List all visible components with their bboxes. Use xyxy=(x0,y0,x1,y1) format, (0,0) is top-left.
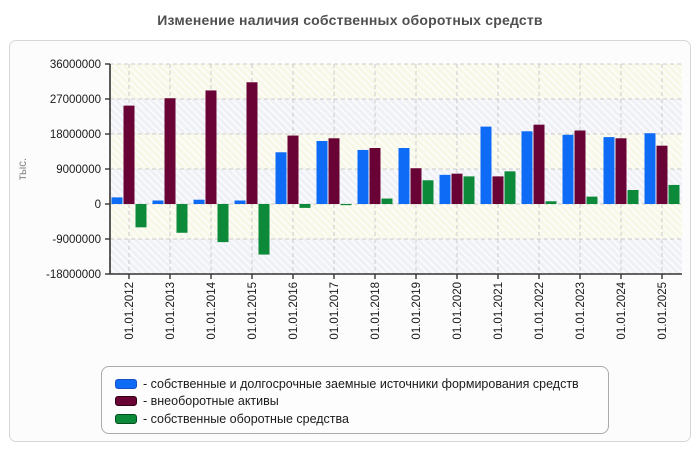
x-tick-label: 01.01.2021 xyxy=(493,282,505,340)
bar-01.01.2025-series-1 xyxy=(656,145,668,204)
x-tick-label: 01.01.2017 xyxy=(329,282,341,340)
bar-01.01.2025-series-0 xyxy=(644,133,656,204)
legend-item-0: - собственные и долгосрочные заемные ист… xyxy=(115,375,598,392)
bar-01.01.2019-series-1 xyxy=(410,168,422,204)
bar-01.01.2014-series-2 xyxy=(217,204,229,243)
bar-01.01.2020-series-2 xyxy=(463,176,475,204)
bar-01.01.2022-series-1 xyxy=(533,124,545,204)
bar-01.01.2017-series-0 xyxy=(316,141,328,204)
chart-legend: - собственные и долгосрочные заемные ист… xyxy=(101,366,609,434)
x-tick-label: 01.01.2018 xyxy=(370,282,382,340)
y-tick-label: 36000000 xyxy=(50,59,101,71)
bar-01.01.2012-series-2 xyxy=(135,204,147,228)
bar-01.01.2018-series-1 xyxy=(369,148,381,204)
bar-01.01.2017-series-1 xyxy=(328,138,340,204)
bar-01.01.2024-series-1 xyxy=(615,138,627,204)
x-tick-label: 01.01.2022 xyxy=(534,282,546,340)
legend-swatch-icon xyxy=(115,378,137,389)
bar-01.01.2021-series-2 xyxy=(504,171,516,204)
x-tick-label: 01.01.2016 xyxy=(288,282,300,340)
axis-labels: 36000000 27000000 18000000 9000000 0 -9000000… xyxy=(17,59,669,340)
bar-01.01.2019-series-2 xyxy=(422,180,434,204)
bar-01.01.2013-series-1 xyxy=(164,98,176,204)
legend-label: - внеоборотные активы xyxy=(143,394,279,408)
bars xyxy=(111,82,680,255)
bar-01.01.2015-series-2 xyxy=(258,204,270,255)
chart-panel: 36000000 27000000 18000000 9000000 0 -9000000… xyxy=(9,40,691,442)
x-tick-label: 01.01.2020 xyxy=(452,282,464,340)
bar-01.01.2016-series-2 xyxy=(299,204,311,208)
x-tick-label: 01.01.2023 xyxy=(575,282,587,340)
bar-01.01.2014-series-1 xyxy=(205,90,217,204)
bar-01.01.2025-series-2 xyxy=(668,184,680,204)
bar-01.01.2022-series-2 xyxy=(545,201,557,204)
bar-01.01.2016-series-1 xyxy=(287,135,299,204)
bar-01.01.2022-series-0 xyxy=(521,131,533,204)
x-tick-label: 01.01.2012 xyxy=(124,282,136,340)
legend-label: - собственные оборотные средства xyxy=(143,411,349,426)
bar-01.01.2024-series-2 xyxy=(627,190,639,204)
bar-01.01.2012-series-1 xyxy=(123,105,135,204)
bar-01.01.2023-series-0 xyxy=(562,134,574,204)
bar-01.01.2024-series-0 xyxy=(603,137,615,204)
y-axis-unit-label: тыс. xyxy=(17,158,29,180)
axes xyxy=(105,63,682,279)
y-tick-label: -18000000 xyxy=(46,269,101,281)
bar-01.01.2015-series-1 xyxy=(246,82,258,204)
bar-chart: 36000000 27000000 18000000 9000000 0 -9000000… xyxy=(17,59,682,340)
bar-01.01.2021-series-0 xyxy=(480,126,492,204)
y-tick-label: 18000000 xyxy=(50,129,101,141)
bar-01.01.2014-series-0 xyxy=(193,199,205,204)
bar-01.01.2019-series-0 xyxy=(398,148,410,204)
bar-01.01.2020-series-1 xyxy=(451,173,463,204)
x-tick-label: 01.01.2013 xyxy=(165,282,177,340)
y-tick-label: -9000000 xyxy=(52,234,101,246)
legend-item-2: - собственные оборотные средства xyxy=(115,410,598,427)
bar-01.01.2016-series-0 xyxy=(275,152,287,204)
legend-label: - собственные и долгосрочные заемные ист… xyxy=(143,376,579,391)
bar-01.01.2017-series-2 xyxy=(340,204,352,206)
x-tick-label: 01.01.2025 xyxy=(657,282,669,340)
bar-01.01.2020-series-0 xyxy=(439,174,451,204)
x-tick-label: 01.01.2019 xyxy=(411,282,423,340)
bar-01.01.2021-series-1 xyxy=(492,176,504,204)
bar-01.01.2013-series-2 xyxy=(176,204,188,233)
y-tick-label: 9000000 xyxy=(56,164,101,176)
y-tick-label: 0 xyxy=(95,199,101,211)
x-tick-label: 01.01.2015 xyxy=(247,282,259,340)
x-tick-label: 01.01.2024 xyxy=(616,281,628,339)
bar-01.01.2015-series-0 xyxy=(234,200,246,204)
y-tick-label: 27000000 xyxy=(50,94,101,106)
bar-01.01.2023-series-2 xyxy=(586,196,598,204)
bar-01.01.2018-series-0 xyxy=(357,149,369,204)
bar-01.01.2013-series-0 xyxy=(152,200,164,204)
bar-01.01.2018-series-2 xyxy=(381,198,393,204)
legend-swatch-icon xyxy=(115,413,137,424)
legend-item-1: - внеоборотные активы xyxy=(115,393,598,410)
bar-01.01.2023-series-1 xyxy=(574,130,586,204)
x-tick-label: 01.01.2014 xyxy=(206,281,218,339)
legend-swatch-icon xyxy=(115,396,137,406)
bar-01.01.2012-series-0 xyxy=(111,197,123,204)
chart-title: Изменение наличия собственных оборотных … xyxy=(157,12,543,28)
